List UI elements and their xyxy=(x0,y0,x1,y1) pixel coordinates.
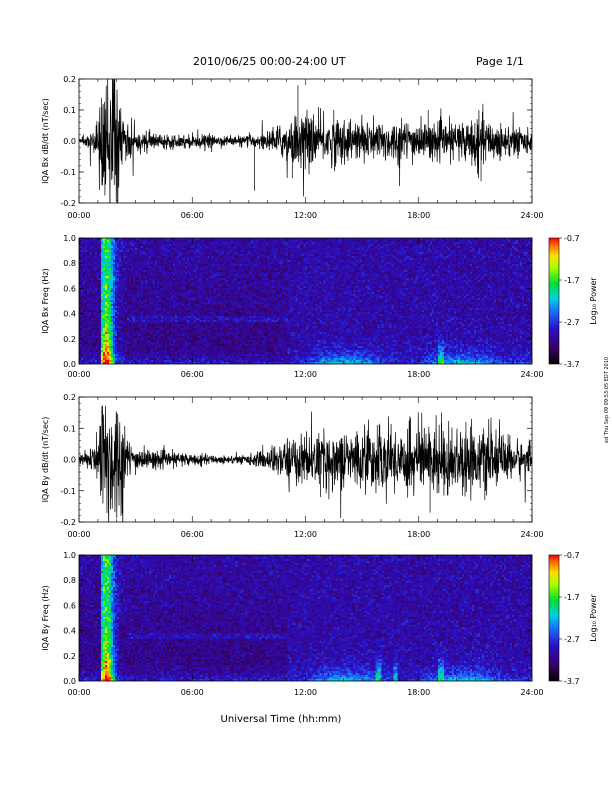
x-tick-label: 00:00 xyxy=(67,688,90,697)
x-tick-label: 12:00 xyxy=(294,370,317,379)
colorbar-tick-label: -1.7 xyxy=(564,276,580,285)
y-tick-label: 0.0 xyxy=(63,677,76,686)
colorbar-tick-label: -0.7 xyxy=(564,551,580,560)
y-axis-label: IQA Bx Freq (Hz) xyxy=(41,268,50,334)
y-tick-label: 0.2 xyxy=(63,75,76,84)
colorbar-tick-label: -2.7 xyxy=(564,635,580,644)
x-tick-label: 12:00 xyxy=(294,530,317,539)
spectrogram-image xyxy=(79,238,532,364)
colorbar-label: Log₁₀ Power xyxy=(589,277,598,325)
y-tick-label: 0.6 xyxy=(63,601,76,610)
x-tick-label: 00:00 xyxy=(67,370,90,379)
y-tick-label: -0.1 xyxy=(60,168,76,177)
y-tick-label: 0.1 xyxy=(63,424,76,433)
colorbar-label: Log₁₀ Power xyxy=(589,594,598,642)
x-tick-label: 24:00 xyxy=(520,370,543,379)
series-line xyxy=(79,79,532,203)
chart-panel-3 xyxy=(78,396,533,523)
x-tick-label: 18:00 xyxy=(407,530,430,539)
x-tick-label: 18:00 xyxy=(407,370,430,379)
y-tick-label: 0.0 xyxy=(63,360,76,369)
x-tick-label: 24:00 xyxy=(520,530,543,539)
y-tick-label: 0.1 xyxy=(63,106,76,115)
y-tick-label: 0.2 xyxy=(63,335,76,344)
x-tick-label: 06:00 xyxy=(181,530,204,539)
y-tick-label: 1.0 xyxy=(63,234,76,243)
chart-panel-4 xyxy=(78,554,562,682)
x-tick-label: 18:00 xyxy=(407,211,430,220)
x-tick-label: 06:00 xyxy=(181,688,204,697)
colorbar-tick-label: -1.7 xyxy=(564,593,580,602)
y-tick-label: -0.2 xyxy=(60,518,76,527)
y-tick-label: 0.4 xyxy=(63,627,76,636)
y-tick-label: 0.0 xyxy=(63,456,76,465)
y-tick-label: 0.8 xyxy=(63,576,76,585)
colorbar-tick-label: -3.7 xyxy=(564,360,580,369)
figure-header-date: 2010/06/25 00:00-24:00 UT xyxy=(193,55,346,68)
colorbar-tick-label: -2.7 xyxy=(564,318,580,327)
series-line xyxy=(79,405,532,522)
x-tick-label: 24:00 xyxy=(520,211,543,220)
x-tick-label: 12:00 xyxy=(294,688,317,697)
figure-header-page: Page 1/1 xyxy=(476,55,524,68)
y-axis-label: IQA By Freq (Hz) xyxy=(41,585,50,651)
colorbar-tick-label: -0.7 xyxy=(564,234,580,243)
x-tick-label: 06:00 xyxy=(181,370,204,379)
y-tick-label: 0.2 xyxy=(63,652,76,661)
x-tick-label: 18:00 xyxy=(407,688,430,697)
y-tick-label: 0.6 xyxy=(63,284,76,293)
x-tick-label: 24:00 xyxy=(520,688,543,697)
y-tick-label: 0.0 xyxy=(63,137,76,146)
colorbar-tick-label: -3.7 xyxy=(564,677,580,686)
y-tick-label: 0.2 xyxy=(63,393,76,402)
x-axis-label: Universal Time (hh:mm) xyxy=(221,714,342,725)
y-tick-label: -0.1 xyxy=(60,487,76,496)
colorbar xyxy=(548,237,560,365)
y-tick-label: 0.8 xyxy=(63,259,76,268)
side-note: ed Thu Sep 09 09:53:05 EDT 2010 xyxy=(604,357,610,443)
y-tick-label: 0.4 xyxy=(63,310,76,319)
x-tick-label: 00:00 xyxy=(67,211,90,220)
y-tick-label: 1.0 xyxy=(63,551,76,560)
y-tick-label: -0.2 xyxy=(60,199,76,208)
x-tick-label: 12:00 xyxy=(294,211,317,220)
x-tick-label: 00:00 xyxy=(67,530,90,539)
y-axis-label: IQA Bx dB/dt (nT/sec) xyxy=(41,98,50,184)
chart-panel-1 xyxy=(78,78,533,204)
colorbar xyxy=(548,554,560,682)
y-axis-label: IQA By dB/dt (nT/sec) xyxy=(41,417,50,503)
x-tick-label: 06:00 xyxy=(181,211,204,220)
spectrogram-image xyxy=(79,555,532,681)
chart-panel-2 xyxy=(78,237,562,365)
